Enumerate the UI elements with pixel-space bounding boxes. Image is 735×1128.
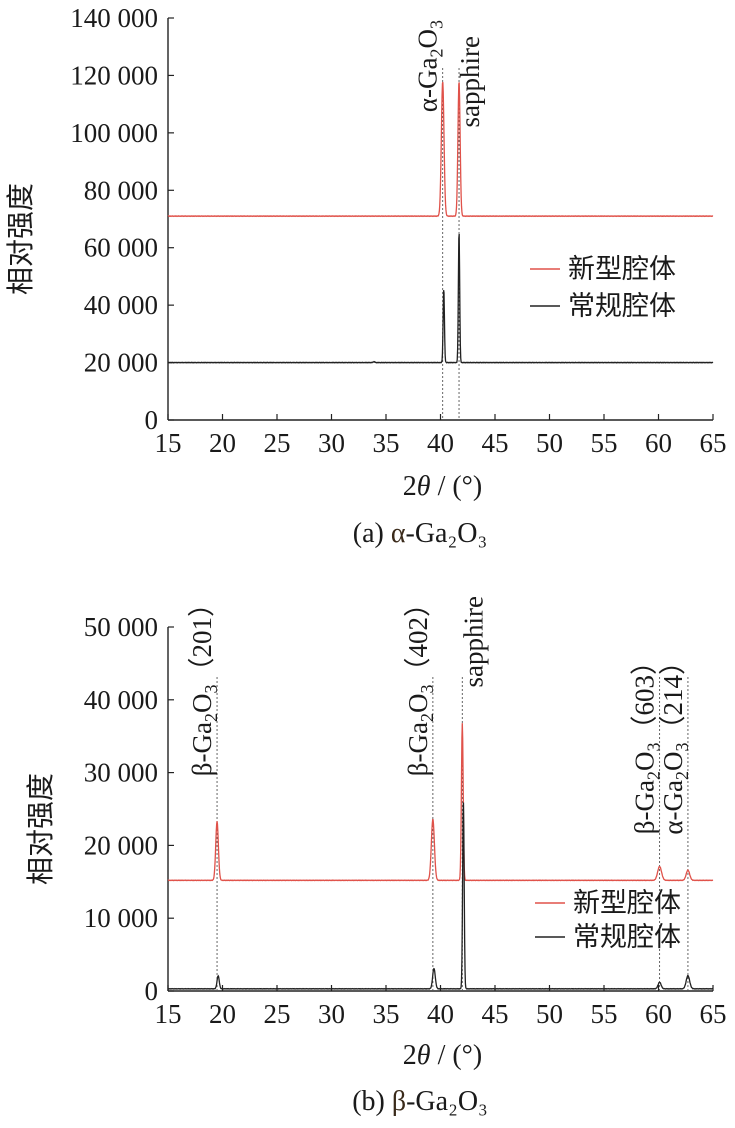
x-axis-label: 2θ / (°) <box>403 471 482 502</box>
figure-caption: (b) β-Ga₂O₃ <box>352 1086 488 1117</box>
y-tick-label: 20 000 <box>84 348 158 378</box>
y-tick-label: 140 000 <box>70 3 158 33</box>
x-tick-label: 15 <box>155 999 182 1029</box>
chart-a-alpha-ga2o3: 15 20 25 30 35 40 45 50 55 60 65 0 20 000 40 000 60 00… <box>4 3 727 549</box>
x-tick-label: 65 <box>700 428 727 458</box>
x-tick-label: 50 <box>536 999 563 1029</box>
x-tick-label: 45 <box>482 428 509 458</box>
x-tick-label: 25 <box>264 428 291 458</box>
x-tick-label: 30 <box>318 428 345 458</box>
peak-annotation: sapphire <box>455 36 485 127</box>
x-tick-label: 20 <box>209 999 236 1029</box>
y-tick-label: 100 000 <box>70 118 158 148</box>
y-tick-label: 30 000 <box>84 758 158 788</box>
series-line-new-cavity <box>167 81 714 218</box>
y-tick-label: 0 <box>145 405 159 435</box>
x-tick-label: 40 <box>427 999 454 1029</box>
y-axis-label: 相对强度 <box>4 183 37 295</box>
y-tick-label: 40 000 <box>84 290 158 320</box>
x-tick-label: 45 <box>482 999 509 1029</box>
y-tick-label: 40 000 <box>84 685 158 715</box>
x-tick-label: 20 <box>209 428 236 458</box>
peak-annotation: α-Ga2O3（214） <box>658 648 692 835</box>
figure-caption: (a) α-Ga₂O₃ <box>353 518 487 549</box>
x-tick-label: 65 <box>700 999 727 1029</box>
peak-annotation: β-Ga2O3（201） <box>187 590 221 776</box>
x-tick-label: 55 <box>591 428 618 458</box>
peak-annotation: β-Ga2O3（603） <box>630 648 664 834</box>
y-tick-label: 20 000 <box>84 830 158 860</box>
x-tick-label: 35 <box>373 999 400 1029</box>
legend-label: 常规腔体 <box>568 291 676 322</box>
y-tick-label: 50 000 <box>84 612 158 642</box>
y-axis-label: 相对强度 <box>24 773 57 885</box>
x-tick-label: 60 <box>645 999 672 1029</box>
x-tick-label: 30 <box>318 999 345 1029</box>
y-tick-label: 0 <box>145 976 159 1006</box>
x-axis-label: 2θ / (°) <box>403 1040 482 1071</box>
peak-annotation: β-Ga2O3（402） <box>403 590 437 776</box>
series-line-conventional-cavity <box>167 802 714 990</box>
x-tick-label: 25 <box>264 999 291 1029</box>
y-tick-label: 120 000 <box>70 60 158 90</box>
x-tick-label: 50 <box>536 428 563 458</box>
y-tick-label: 80 000 <box>84 175 158 205</box>
x-tick-label: 15 <box>155 428 182 458</box>
series-line-conventional-cavity <box>167 233 714 364</box>
x-tick-label: 40 <box>427 428 454 458</box>
peak-annotation: sapphire <box>458 596 488 687</box>
y-tick-label: 60 000 <box>84 233 158 263</box>
series-line-new-cavity <box>167 723 714 882</box>
x-tick-label: 35 <box>373 428 400 458</box>
chart-b-beta-ga2o3: 15 20 25 30 35 40 45 50 55 60 65 0 10 000 20 000 30 00… <box>24 590 727 1117</box>
legend-label: 新型腔体 <box>573 888 681 919</box>
peak-annotation: α-Ga2O3 <box>413 20 447 112</box>
legend-label: 新型腔体 <box>568 254 676 285</box>
y-tick-label: 10 000 <box>84 903 158 933</box>
x-tick-label: 60 <box>645 428 672 458</box>
legend-label: 常规腔体 <box>573 922 681 953</box>
x-tick-label: 55 <box>591 999 618 1029</box>
